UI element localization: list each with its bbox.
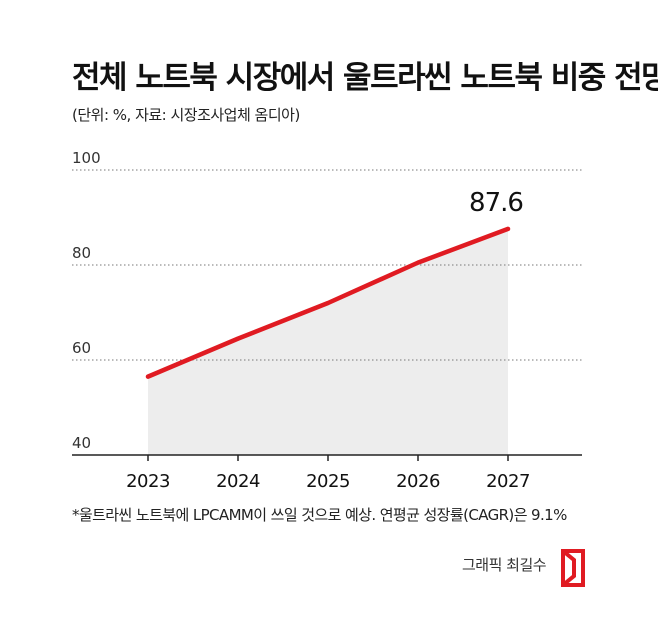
data-point-2025 xyxy=(326,301,330,305)
data-point-2023 xyxy=(146,374,150,379)
data-point-2024 xyxy=(236,336,240,341)
footnote: *울트라씬 노트북에 LPCAMM이 쓰일 것으로 예상. 연평균 성장률(CA… xyxy=(72,506,567,524)
x-tick-label-2026: 2026 xyxy=(396,471,440,492)
area-fill xyxy=(148,228,508,455)
x-tick-label-2027: 2027 xyxy=(486,471,530,492)
graphic-credit: 그래픽 최길수 xyxy=(462,556,547,574)
y-tick-label-80: 80 xyxy=(72,244,91,262)
chart-subtitle: (단위: %, 자료: 시장조사업체 옴디아) xyxy=(72,106,300,124)
y-tick-label-60: 60 xyxy=(72,339,91,357)
value-label-2027: 87.6 xyxy=(469,188,523,218)
data-point-2027 xyxy=(506,226,510,231)
y-tick-label-100: 100 xyxy=(72,149,101,167)
red-bracket-logo-icon xyxy=(561,549,585,587)
chart-title: 전체 노트북 시장에서 울트라씬 노트북 비중 전망 xyxy=(72,60,658,96)
y-tick-label-40: 40 xyxy=(72,434,91,452)
x-tick-label-2024: 2024 xyxy=(216,471,260,492)
x-tick-label-2025: 2025 xyxy=(306,471,350,492)
x-tick-label-2023: 2023 xyxy=(126,471,170,492)
data-point-2026 xyxy=(416,260,420,265)
